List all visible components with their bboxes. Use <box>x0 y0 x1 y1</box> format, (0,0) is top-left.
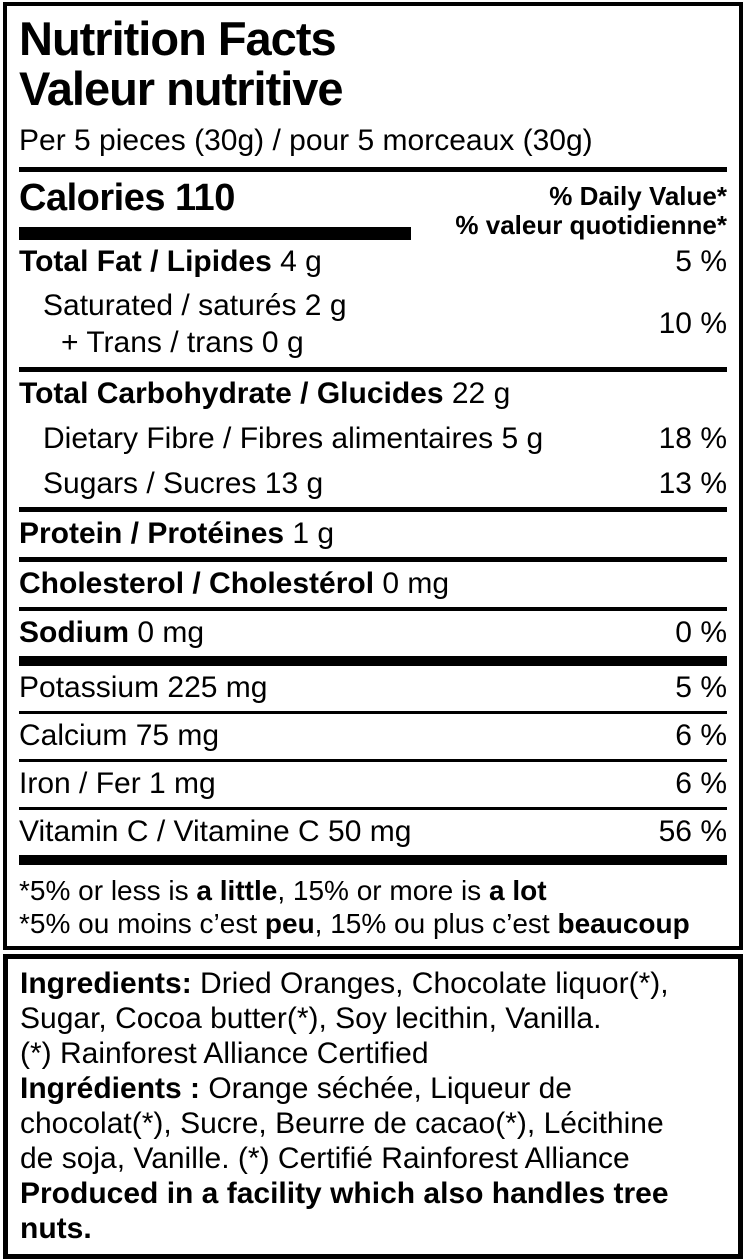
row-protein: Protein / Protéines 1 g <box>19 512 727 557</box>
thick-bar-after-sodium <box>19 656 727 666</box>
title-english: Nutrition Facts <box>19 12 337 65</box>
protein-amount: 1 g <box>284 517 335 550</box>
row-iron: Iron / Fer 1 mg 6 % <box>19 762 727 807</box>
daily-value-footnotes: *5% or less is a little, 15% or more is … <box>19 874 727 940</box>
row-potassium: Potassium 225 mg 5 % <box>19 666 727 711</box>
vitamin-c-dv: 56 % <box>658 815 727 848</box>
separator-after-protein <box>19 557 727 562</box>
ingredients-label-fr: Ingrédients : <box>20 1072 201 1105</box>
ingredients-line-en-1: Ingredients: Dried Oranges, Chocolate li… <box>20 967 669 1000</box>
separator-after-cholesterol <box>19 607 727 611</box>
separator-after-potassium <box>19 711 727 714</box>
total-fat-label: Total Fat / Lipides <box>19 245 272 278</box>
dietary-fibre-dv: 18 % <box>658 422 727 455</box>
total-carbohydrate-label: Total Carbohydrate / Glucides <box>19 377 444 410</box>
allergen-statement: Produced in a facility which also handle… <box>20 1177 669 1245</box>
daily-value-header-fr: % valeur quotidienne* <box>455 210 727 240</box>
separator-after-serving <box>19 167 727 172</box>
total-fat-dv: 5 % <box>675 245 727 278</box>
row-total-fat: Total Fat / Lipides 4 g 5 % <box>19 240 727 285</box>
row-calcium: Calcium 75 mg 6 % <box>19 714 727 759</box>
sugars-dv: 13 % <box>658 467 727 500</box>
total-fat-amount: 4 g <box>271 245 322 278</box>
row-cholesterol: Cholesterol / Cholestérol 0 mg <box>19 562 727 607</box>
row-dietary-fibre: Dietary Fibre / Fibres alimentaires 5 g … <box>19 417 727 462</box>
sodium-amount: 0 mg <box>129 616 205 649</box>
daily-value-header: % Daily Value* % valeur quotidienne* <box>455 182 727 240</box>
calcium-label: Calcium 75 mg <box>19 719 220 752</box>
ingredients-panel: Ingredients: Dried Oranges, Chocolate li… <box>3 954 743 1259</box>
potassium-label: Potassium 225 mg <box>19 671 268 704</box>
calcium-dv: 6 % <box>675 719 727 752</box>
ingredients-line-en-3: (*) Rainforest Alliance Certified <box>20 1037 429 1070</box>
calories-left-column: Calories 110 <box>19 178 411 240</box>
ingredients-line-en-2: Sugar, Cocoa butter(*), Soy lecithin, Va… <box>20 1002 602 1035</box>
sodium-label: Sodium <box>19 616 129 649</box>
cholesterol-label: Cholesterol / Cholestérol <box>19 567 375 600</box>
separator-after-iron <box>19 807 727 810</box>
title-french: Valeur nutritive <box>19 62 344 115</box>
nutrition-facts-panel: Nutrition Facts Valeur nutritive Per 5 p… <box>3 2 743 950</box>
vitamin-c-label: Vitamin C / Vitamine C 50 mg <box>19 815 412 848</box>
potassium-dv: 5 % <box>675 671 727 704</box>
daily-value-header-en: % Daily Value* <box>549 181 727 211</box>
calories-label: Calories 110 <box>19 177 235 219</box>
footnote-english: *5% or less is a little, 15% or more is … <box>19 875 547 906</box>
thick-bar-after-vitamin-c <box>19 855 727 865</box>
trans-fat-label: + Trans / trans 0 g <box>61 326 304 359</box>
row-saturated-trans: Saturated / saturés 2 g + Trans / trans … <box>19 285 727 367</box>
dietary-fibre-label: Dietary Fibre / Fibres alimentaires 5 g <box>43 422 544 455</box>
iron-dv: 6 % <box>675 767 727 800</box>
sodium-dv: 0 % <box>675 616 727 649</box>
serving-size: Per 5 pieces (30g) / pour 5 morceaux (30… <box>19 124 593 157</box>
ingredients-label-en: Ingredients: <box>20 967 192 1000</box>
protein-label: Protein / Protéines <box>19 517 285 550</box>
calories-section: Calories 110 % Daily Value* % valeur quo… <box>19 178 727 240</box>
sugars-label: Sugars / Sucres 13 g <box>43 467 324 500</box>
footnote-french: *5% ou moins c’est peu, 15% ou plus c’es… <box>19 908 690 939</box>
row-sugars: Sugars / Sucres 13 g 13 % <box>19 462 727 507</box>
iron-label: Iron / Fer 1 mg <box>19 767 216 800</box>
cholesterol-amount: 0 mg <box>374 567 450 600</box>
separator-after-carbohydrate <box>19 507 727 512</box>
ingredients-line-fr-1: Ingrédients : Orange séchée, Liqueur de <box>20 1072 572 1105</box>
ingredients-line-fr-2: chocolat(*), Sucre, Beurre de cacao(*), … <box>20 1107 664 1140</box>
row-sodium: Sodium 0 mg 0 % <box>19 611 727 656</box>
row-total-carbohydrate: Total Carbohydrate / Glucides 22 g <box>19 372 727 417</box>
calories-underline-bar <box>19 227 411 240</box>
saturated-fat-label: Saturated / saturés 2 g <box>43 289 347 322</box>
saturated-trans-dv: 10 % <box>658 307 727 340</box>
total-carbohydrate-amount: 22 g <box>443 377 511 410</box>
row-vitamin-c: Vitamin C / Vitamine C 50 mg 56 % <box>19 810 727 855</box>
separator-after-fat <box>19 367 727 372</box>
separator-after-calcium <box>19 759 727 762</box>
ingredients-line-fr-3: de soja, Vanille. (*) Certifié Rainfores… <box>20 1142 630 1175</box>
